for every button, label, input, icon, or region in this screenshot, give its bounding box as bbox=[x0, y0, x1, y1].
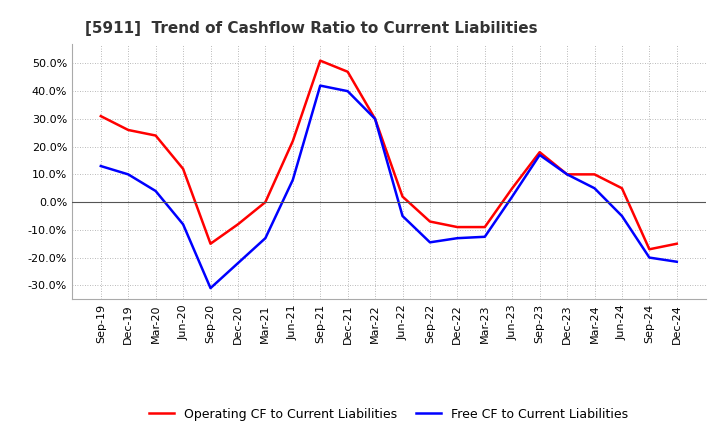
Operating CF to Current Liabilities bbox=[151, 133, 160, 138]
Text: [5911]  Trend of Cashflow Ratio to Current Liabilities: [5911] Trend of Cashflow Ratio to Curren… bbox=[85, 21, 537, 36]
Operating CF to Current Liabilities bbox=[316, 58, 325, 63]
Operating CF to Current Liabilities bbox=[96, 114, 105, 119]
Free CF to Current Liabilities bbox=[343, 88, 352, 94]
Operating CF to Current Liabilities bbox=[672, 241, 681, 246]
Free CF to Current Liabilities bbox=[645, 255, 654, 260]
Free CF to Current Liabilities bbox=[536, 152, 544, 158]
Operating CF to Current Liabilities bbox=[398, 194, 407, 199]
Free CF to Current Liabilities bbox=[563, 172, 572, 177]
Free CF to Current Liabilities bbox=[151, 188, 160, 194]
Operating CF to Current Liabilities bbox=[371, 116, 379, 121]
Operating CF to Current Liabilities bbox=[563, 172, 572, 177]
Operating CF to Current Liabilities bbox=[124, 127, 132, 132]
Free CF to Current Liabilities bbox=[233, 260, 242, 266]
Operating CF to Current Liabilities bbox=[233, 222, 242, 227]
Free CF to Current Liabilities bbox=[96, 163, 105, 169]
Free CF to Current Liabilities bbox=[316, 83, 325, 88]
Operating CF to Current Liabilities bbox=[645, 247, 654, 252]
Legend: Operating CF to Current Liabilities, Free CF to Current Liabilities: Operating CF to Current Liabilities, Fre… bbox=[144, 403, 634, 425]
Operating CF to Current Liabilities bbox=[618, 186, 626, 191]
Operating CF to Current Liabilities bbox=[536, 150, 544, 155]
Operating CF to Current Liabilities bbox=[343, 69, 352, 74]
Free CF to Current Liabilities bbox=[480, 234, 489, 239]
Operating CF to Current Liabilities bbox=[590, 172, 599, 177]
Line: Free CF to Current Liabilities: Free CF to Current Liabilities bbox=[101, 86, 677, 288]
Operating CF to Current Liabilities bbox=[453, 224, 462, 230]
Free CF to Current Liabilities bbox=[179, 222, 187, 227]
Free CF to Current Liabilities bbox=[371, 116, 379, 121]
Free CF to Current Liabilities bbox=[618, 213, 626, 219]
Free CF to Current Liabilities bbox=[398, 213, 407, 219]
Operating CF to Current Liabilities bbox=[206, 241, 215, 246]
Free CF to Current Liabilities bbox=[124, 172, 132, 177]
Free CF to Current Liabilities bbox=[289, 177, 297, 183]
Free CF to Current Liabilities bbox=[590, 186, 599, 191]
Free CF to Current Liabilities bbox=[672, 259, 681, 264]
Free CF to Current Liabilities bbox=[206, 286, 215, 291]
Operating CF to Current Liabilities bbox=[289, 139, 297, 144]
Free CF to Current Liabilities bbox=[508, 194, 516, 199]
Operating CF to Current Liabilities bbox=[426, 219, 434, 224]
Free CF to Current Liabilities bbox=[426, 240, 434, 245]
Free CF to Current Liabilities bbox=[261, 235, 270, 241]
Operating CF to Current Liabilities bbox=[179, 166, 187, 172]
Free CF to Current Liabilities bbox=[453, 235, 462, 241]
Operating CF to Current Liabilities bbox=[508, 186, 516, 191]
Line: Operating CF to Current Liabilities: Operating CF to Current Liabilities bbox=[101, 61, 677, 249]
Operating CF to Current Liabilities bbox=[261, 199, 270, 205]
Operating CF to Current Liabilities bbox=[480, 224, 489, 230]
